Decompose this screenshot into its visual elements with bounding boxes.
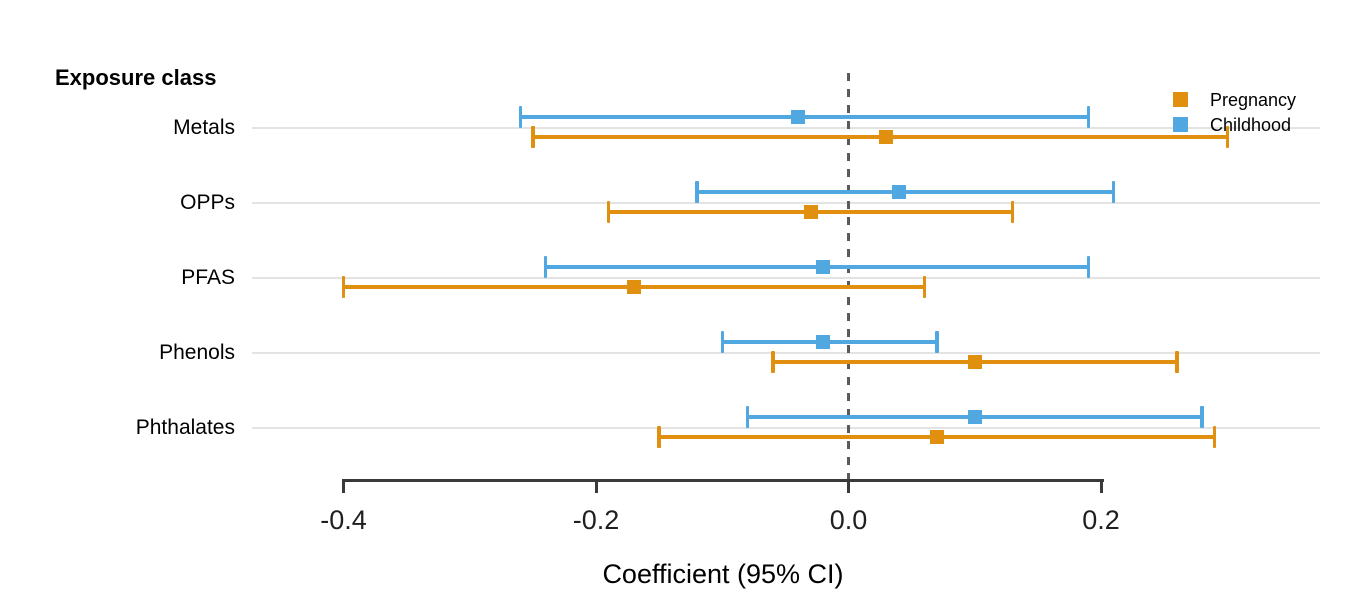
category-label-pfas: PFAS — [181, 266, 235, 289]
legend-label-childhood: Childhood — [1210, 115, 1292, 135]
ci-cap-left-pregnancy — [771, 351, 775, 373]
x-tick-label: 0.2 — [1082, 505, 1120, 535]
legend-label-pregnancy: Pregnancy — [1210, 90, 1297, 110]
ci-cap-right-childhood — [1200, 406, 1204, 428]
x-axis-tick — [1099, 479, 1103, 493]
point-estimate-childhood — [816, 335, 831, 349]
ci-cap-left-childhood — [720, 331, 724, 353]
category-gridline — [252, 352, 1320, 354]
ci-cap-right-pregnancy — [1175, 351, 1179, 373]
childhood-swatch-square-icon — [1173, 117, 1188, 132]
ci-cap-right-pregnancy — [1010, 201, 1015, 223]
x-axis-tick — [594, 479, 598, 493]
point-estimate-pregnancy — [967, 355, 982, 369]
ci-cap-right-childhood — [935, 331, 939, 353]
ci-cap-right-childhood — [1086, 256, 1091, 278]
point-estimate-childhood — [967, 410, 982, 424]
ci-cap-right-childhood — [1111, 181, 1116, 203]
ci-cap-right-pregnancy — [1212, 426, 1217, 448]
x-axis-line — [343, 479, 1104, 482]
ci-cap-left-pregnancy — [341, 276, 346, 298]
x-tick-label: -0.2 — [572, 505, 620, 535]
category-gridline — [252, 127, 1320, 129]
category-gridline — [252, 277, 1320, 279]
ci-cap-right-childhood — [1086, 106, 1091, 128]
x-axis-tick — [342, 479, 345, 493]
ci-cap-left-childhood — [745, 406, 750, 428]
ci-cap-left-childhood — [695, 181, 699, 203]
ci-cap-right-pregnancy — [922, 276, 926, 298]
x-tick-label: -0.4 — [320, 505, 367, 535]
category-gridline — [252, 202, 1320, 204]
category-label-metals: Metals — [173, 116, 235, 139]
ci-cap-left-pregnancy — [531, 126, 535, 148]
ci-cap-left-childhood — [518, 106, 522, 128]
category-label-phthalates: Phthalates — [135, 416, 235, 439]
category-label-opps: OPPs — [180, 191, 235, 214]
point-estimate-childhood — [892, 185, 906, 199]
point-estimate-pregnancy — [626, 280, 641, 294]
x-axis-title: Coefficient (95% CI) — [602, 559, 844, 589]
point-estimate-pregnancy — [929, 430, 944, 444]
point-estimate-childhood — [816, 260, 831, 274]
category-label-phenols: Phenols — [159, 341, 235, 364]
pregnancy-swatch-square-icon — [1173, 92, 1188, 107]
x-tick-label: 0.0 — [829, 505, 868, 535]
ci-cap-right-pregnancy — [1225, 126, 1229, 148]
point-estimate-pregnancy — [879, 130, 894, 144]
point-estimate-pregnancy — [803, 205, 818, 219]
point-estimate-childhood — [791, 110, 805, 124]
exposure-class-header: Exposure class — [55, 65, 217, 90]
zero-reference-line — [847, 73, 850, 479]
category-gridline — [252, 427, 1320, 429]
ci-cap-left-pregnancy — [657, 426, 661, 448]
x-axis-tick — [847, 479, 850, 493]
ci-cap-left-pregnancy — [606, 201, 611, 223]
ci-cap-left-childhood — [543, 256, 548, 278]
